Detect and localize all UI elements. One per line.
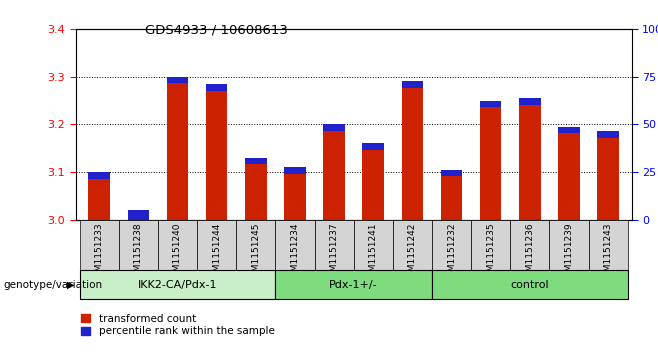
Text: GSM1151239: GSM1151239 <box>565 222 574 283</box>
Bar <box>88 172 110 220</box>
Bar <box>323 125 345 131</box>
Bar <box>275 220 315 270</box>
Bar <box>206 84 228 90</box>
Text: GSM1151240: GSM1151240 <box>173 222 182 283</box>
Text: GSM1151243: GSM1151243 <box>603 222 613 283</box>
Bar <box>393 220 432 270</box>
Bar <box>511 220 549 270</box>
Text: GSM1151242: GSM1151242 <box>408 222 417 282</box>
Bar <box>354 220 393 270</box>
Bar <box>236 220 275 270</box>
Text: GSM1151236: GSM1151236 <box>525 222 534 283</box>
Bar <box>80 270 275 299</box>
Bar <box>597 131 619 220</box>
Bar <box>315 220 354 270</box>
Legend: transformed count, percentile rank within the sample: transformed count, percentile rank withi… <box>81 314 274 337</box>
Bar <box>441 170 463 176</box>
Bar <box>589 220 628 270</box>
Bar <box>128 210 149 221</box>
Bar <box>363 143 384 150</box>
Text: GDS4933 / 10608613: GDS4933 / 10608613 <box>145 24 288 37</box>
Bar <box>432 270 628 299</box>
Text: GSM1151238: GSM1151238 <box>134 222 143 283</box>
Bar <box>245 158 266 164</box>
Bar <box>401 81 423 220</box>
Bar <box>128 210 149 220</box>
Text: GSM1151237: GSM1151237 <box>330 222 339 283</box>
Bar <box>206 84 228 220</box>
Bar <box>118 220 158 270</box>
Text: IKK2-CA/Pdx-1: IKK2-CA/Pdx-1 <box>138 280 217 290</box>
Bar <box>480 101 501 220</box>
Bar <box>197 220 236 270</box>
Bar <box>275 270 432 299</box>
Text: control: control <box>511 280 549 290</box>
Bar <box>480 101 501 107</box>
Bar <box>284 167 306 174</box>
Text: GSM1151241: GSM1151241 <box>368 222 378 283</box>
Bar <box>471 220 511 270</box>
Text: GSM1151232: GSM1151232 <box>447 222 456 283</box>
Bar <box>245 158 266 220</box>
Bar <box>432 220 471 270</box>
Text: GSM1151233: GSM1151233 <box>95 222 104 283</box>
Text: GSM1151235: GSM1151235 <box>486 222 495 283</box>
Bar <box>549 220 589 270</box>
Text: GSM1151234: GSM1151234 <box>290 222 299 283</box>
Bar <box>558 127 580 220</box>
Text: GSM1151244: GSM1151244 <box>212 222 221 282</box>
Bar <box>158 220 197 270</box>
Text: GSM1151245: GSM1151245 <box>251 222 261 283</box>
Bar <box>597 131 619 138</box>
Text: genotype/variation: genotype/variation <box>3 280 103 290</box>
Bar <box>166 77 188 220</box>
Text: ▶: ▶ <box>67 280 75 290</box>
Bar <box>166 77 188 83</box>
Bar <box>401 81 423 88</box>
Bar <box>88 172 110 179</box>
Bar <box>323 124 345 220</box>
Bar <box>558 127 580 133</box>
Bar <box>80 220 118 270</box>
Bar <box>284 167 306 220</box>
Bar <box>441 170 463 220</box>
Text: Pdx-1+/-: Pdx-1+/- <box>330 280 378 290</box>
Bar <box>519 98 541 105</box>
Bar <box>519 98 541 220</box>
Bar <box>363 143 384 220</box>
